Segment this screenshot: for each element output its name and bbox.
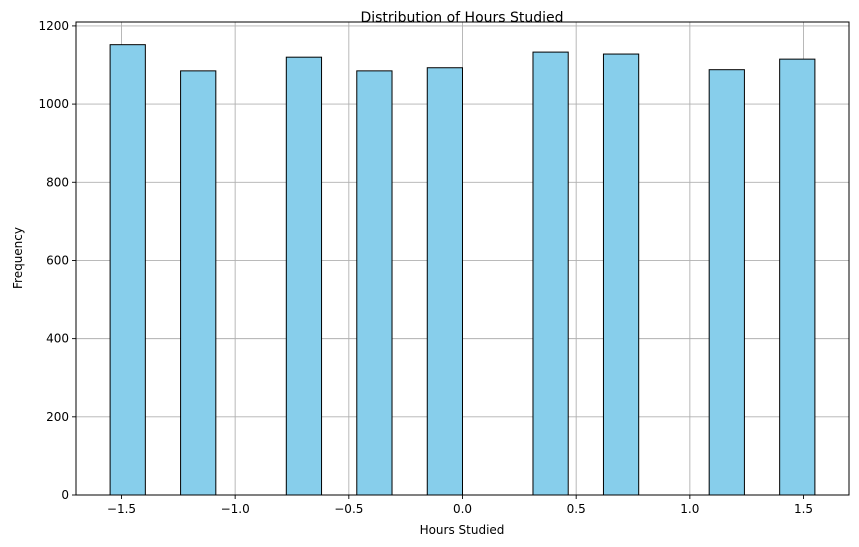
y-axis-label: Frequency	[11, 227, 25, 289]
y-tick-label: 1000	[38, 97, 69, 111]
histogram-bar-1	[109, 44, 146, 496]
x-tick-label: 0.0	[453, 502, 472, 516]
histogram-bar-9	[779, 58, 816, 496]
y-tick-label: 0	[61, 488, 69, 502]
y-axis-ticks: 0 200 400 600 800 1000 1200	[38, 19, 76, 502]
x-tick-label: 1.0	[680, 502, 699, 516]
y-tick-label: 800	[46, 175, 69, 189]
histogram-bar-6	[532, 51, 569, 496]
y-tick-label: 200	[46, 410, 69, 424]
x-tick-label: −0.5	[334, 502, 363, 516]
bars	[109, 44, 816, 496]
y-tick-label: 1200	[38, 19, 69, 33]
chart-title: Distribution of Hours Studied	[360, 10, 563, 26]
x-tick-label: 0.5	[567, 502, 586, 516]
histogram-bar-7	[602, 53, 640, 496]
histogram-bar-2	[180, 70, 217, 496]
x-tick-label: 1.5	[794, 502, 813, 516]
x-axis-ticks: −1.5 −1.0 −0.5 0.0 0.5 1.0 1.5	[107, 495, 813, 516]
histogram-bar-3	[285, 56, 323, 496]
histogram-bar-5	[426, 67, 463, 496]
histogram-bar-4	[356, 70, 393, 496]
x-tick-label: −1.5	[107, 502, 136, 516]
histogram-bar-8	[708, 69, 745, 496]
x-tick-label: −1.0	[221, 502, 250, 516]
x-axis-label: Hours Studied	[420, 523, 505, 537]
y-tick-label: 400	[46, 332, 69, 346]
y-tick-label: 600	[46, 253, 69, 267]
